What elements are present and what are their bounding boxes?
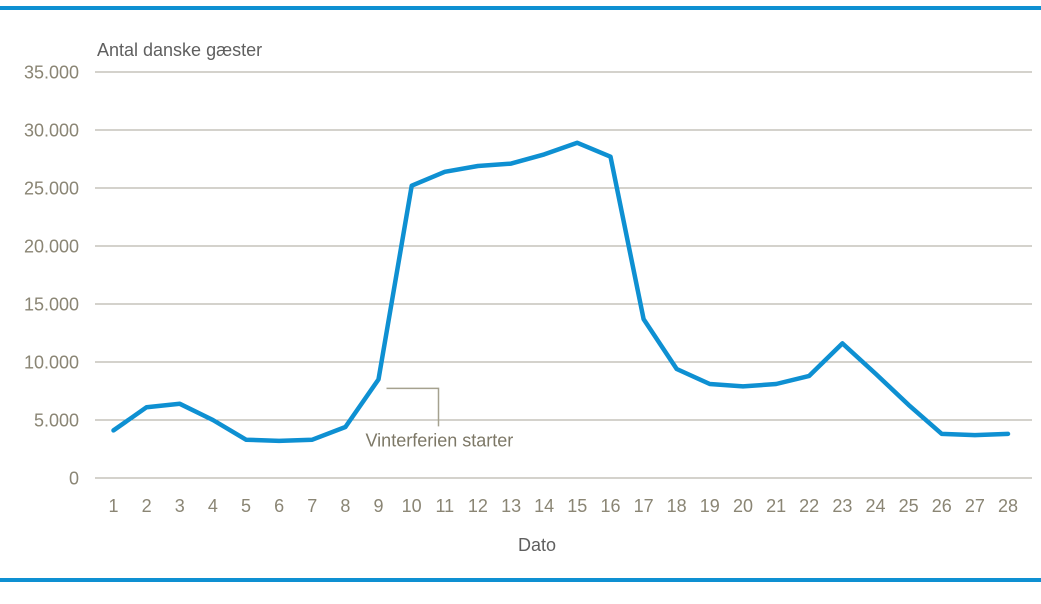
x-axis-tick-label: 4 [208,496,218,516]
x-axis-tick-label: 26 [932,496,952,516]
x-axis-tick-label: 21 [766,496,786,516]
y-axis-tick-label: 20.000 [24,237,79,257]
x-axis-tick-label: 5 [241,496,251,516]
x-axis-tick-label: 11 [435,496,454,516]
y-axis-tick-label: 0 [69,469,79,489]
x-axis-tick-label: 13 [501,496,521,516]
x-axis-title: Dato [517,535,557,555]
x-axis-tick-label: 22 [799,496,819,516]
x-axis-tick-label: 23 [832,496,852,516]
x-axis-tick-label: 6 [274,496,284,516]
annotation-label: Vinterferien starter [366,430,514,450]
y-axis-tick-label: 35.000 [24,63,79,83]
x-axis-tick-label: 18 [667,496,687,516]
y-axis-tick-label: 10.000 [24,353,79,373]
x-axis-tick-label: 2 [142,496,152,516]
x-axis-tick-label: 28 [998,496,1018,516]
y-axis-tick-label: 15.000 [24,295,79,315]
x-axis-tick-label: 27 [965,496,985,516]
top-border-rule [0,6,1041,10]
x-axis-tick-label: 3 [175,496,185,516]
chart-title: Antal danske gæster [97,40,263,60]
bottom-border-rule [0,578,1041,582]
y-axis-tick-label: 25.000 [24,179,79,199]
x-axis-tick-label: 7 [307,496,317,516]
x-axis-tick-label: 17 [634,496,654,516]
x-axis-tick-label: 24 [865,496,885,516]
annotation-callout-line [386,387,440,427]
x-axis-tick-label: 12 [468,496,488,516]
x-axis-tick-label: 25 [899,496,919,516]
x-axis-tick-label: 19 [700,496,720,516]
x-axis-tick-label: 10 [402,496,422,516]
x-axis-tick-label: 1 [108,496,118,516]
x-axis-tick-label: 16 [600,496,620,516]
y-axis-tick-label: 30.000 [24,121,79,141]
x-axis-tick-label: 9 [373,496,383,516]
data-line-antal-danske-gaester [111,140,1011,444]
x-axis-tick-label: 20 [733,496,753,516]
x-axis-tick-label: 14 [534,496,554,516]
x-axis-tick-label: 8 [340,496,350,516]
y-axis-tick-label: 5.000 [34,411,79,431]
x-axis-tick-label: 15 [567,496,587,516]
